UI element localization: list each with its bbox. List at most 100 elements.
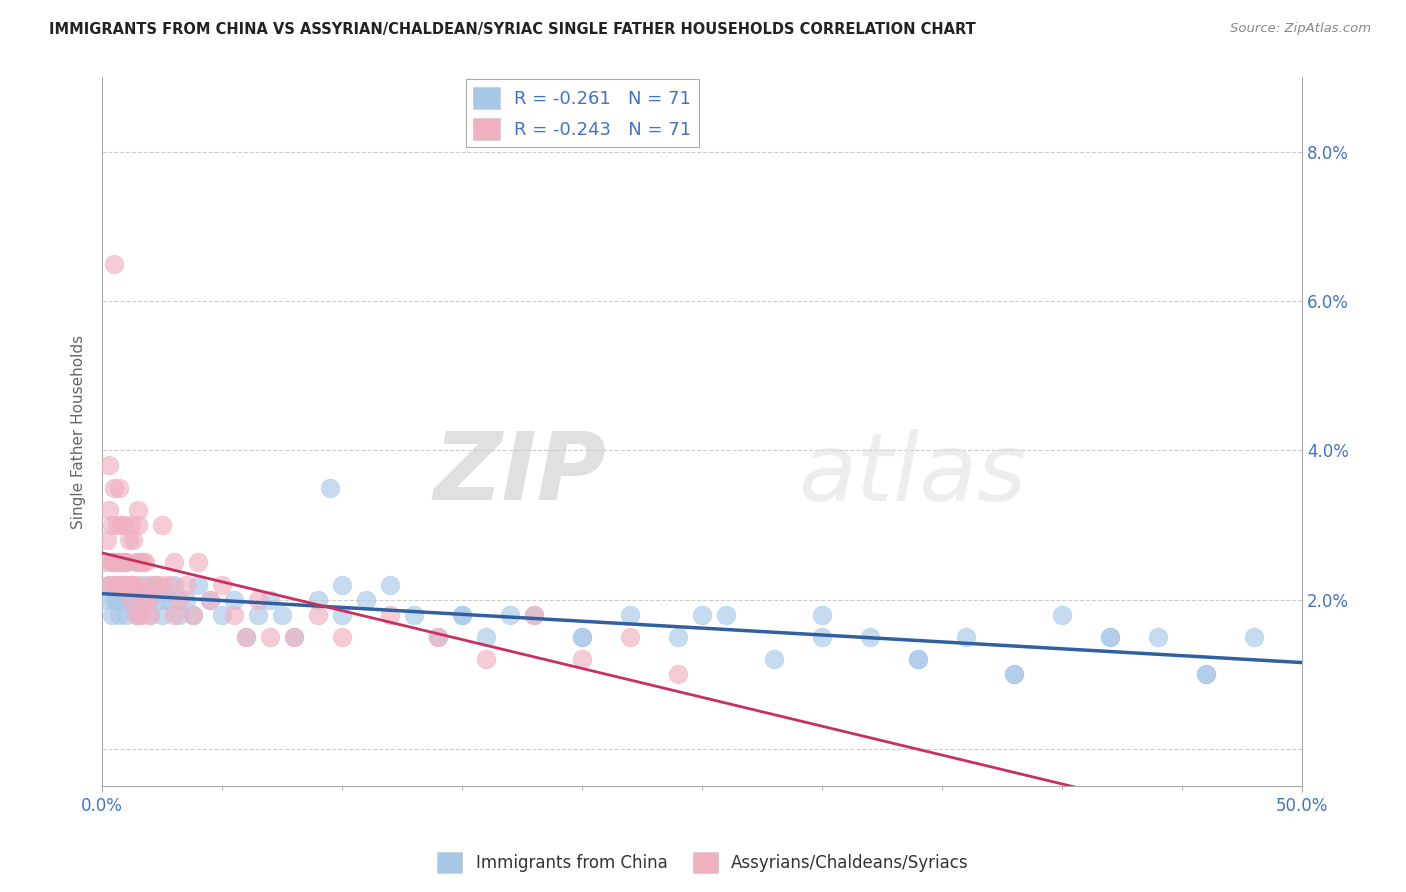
Point	[499, 607, 522, 622]
Point	[115, 555, 138, 569]
Point	[187, 555, 209, 569]
Legend: Immigrants from China, Assyrians/Chaldeans/Syriacs: Immigrants from China, Assyrians/Chaldea…	[430, 846, 976, 880]
Point	[115, 578, 138, 592]
Point	[132, 555, 155, 569]
Point	[127, 503, 149, 517]
Point	[571, 630, 593, 644]
Point	[378, 607, 401, 622]
Point	[139, 607, 162, 622]
Point	[101, 555, 124, 569]
Point	[811, 607, 834, 622]
Point	[330, 578, 353, 592]
Point	[907, 652, 929, 666]
Point	[330, 607, 353, 622]
Text: ZIP: ZIP	[433, 428, 606, 520]
Point	[122, 533, 145, 547]
Point	[103, 578, 125, 592]
Point	[475, 652, 498, 666]
Point	[96, 592, 118, 607]
Point	[105, 578, 128, 592]
Point	[127, 578, 149, 592]
Point	[103, 257, 125, 271]
Point	[112, 518, 135, 533]
Point	[139, 578, 162, 592]
Point	[163, 578, 186, 592]
Point	[108, 555, 131, 569]
Point	[259, 592, 281, 607]
Point	[319, 481, 342, 495]
Point	[150, 607, 173, 622]
Point	[98, 458, 121, 473]
Point	[167, 607, 190, 622]
Point	[129, 607, 152, 622]
Point	[103, 481, 125, 495]
Point	[103, 592, 125, 607]
Point	[125, 607, 148, 622]
Point	[427, 630, 450, 644]
Point	[103, 555, 125, 569]
Point	[354, 592, 377, 607]
Point	[307, 592, 329, 607]
Point	[110, 518, 132, 533]
Point	[122, 578, 145, 592]
Point	[112, 555, 135, 569]
Text: Source: ZipAtlas.com: Source: ZipAtlas.com	[1230, 22, 1371, 36]
Point	[427, 630, 450, 644]
Point	[98, 578, 121, 592]
Point	[134, 592, 156, 607]
Text: IMMIGRANTS FROM CHINA VS ASSYRIAN/CHALDEAN/SYRIAC SINGLE FATHER HOUSEHOLDS CORRE: IMMIGRANTS FROM CHINA VS ASSYRIAN/CHALDE…	[49, 22, 976, 37]
Point	[235, 630, 257, 644]
Point	[451, 607, 474, 622]
Point	[271, 607, 294, 622]
Point	[955, 630, 977, 644]
Point	[163, 607, 186, 622]
Point	[110, 578, 132, 592]
Point	[1050, 607, 1073, 622]
Point	[330, 630, 353, 644]
Point	[523, 607, 546, 622]
Point	[108, 578, 131, 592]
Point	[1195, 667, 1218, 681]
Point	[404, 607, 426, 622]
Point	[198, 592, 221, 607]
Point	[125, 555, 148, 569]
Point	[105, 555, 128, 569]
Point	[523, 607, 546, 622]
Point	[105, 592, 128, 607]
Point	[211, 607, 233, 622]
Point	[134, 555, 156, 569]
Point	[120, 578, 142, 592]
Point	[763, 652, 786, 666]
Point	[117, 533, 139, 547]
Point	[157, 578, 180, 592]
Point	[571, 652, 593, 666]
Point	[136, 592, 159, 607]
Point	[98, 503, 121, 517]
Point	[283, 630, 305, 644]
Point	[96, 533, 118, 547]
Point	[247, 607, 270, 622]
Y-axis label: Single Father Households: Single Father Households	[72, 334, 86, 529]
Point	[117, 578, 139, 592]
Point	[183, 607, 205, 622]
Point	[174, 578, 197, 592]
Point	[451, 607, 474, 622]
Point	[183, 607, 205, 622]
Point	[108, 481, 131, 495]
Point	[187, 578, 209, 592]
Point	[120, 518, 142, 533]
Point	[619, 607, 641, 622]
Point	[122, 592, 145, 607]
Point	[127, 518, 149, 533]
Point	[115, 578, 138, 592]
Point	[167, 592, 190, 607]
Point	[1098, 630, 1121, 644]
Point	[105, 518, 128, 533]
Point	[98, 578, 121, 592]
Point	[1002, 667, 1025, 681]
Point	[859, 630, 882, 644]
Point	[101, 607, 124, 622]
Point	[134, 578, 156, 592]
Point	[619, 630, 641, 644]
Point	[120, 578, 142, 592]
